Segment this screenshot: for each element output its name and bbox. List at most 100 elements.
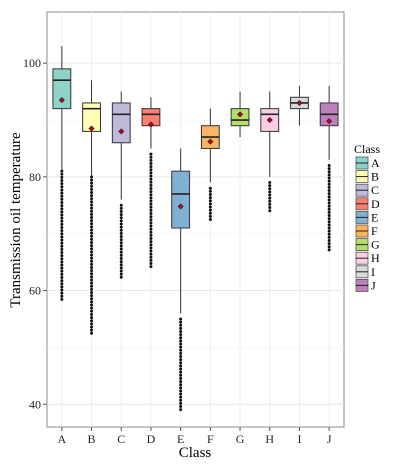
outlier-point xyxy=(60,254,64,258)
outlier-point xyxy=(60,172,64,176)
outlier-point xyxy=(179,317,183,321)
outlier-point xyxy=(149,262,153,266)
y-tick-label: 40 xyxy=(29,397,41,411)
outlier-point xyxy=(90,262,94,266)
outlier-point xyxy=(119,256,123,260)
outlier-point xyxy=(60,204,64,208)
outlier-point xyxy=(208,189,212,193)
outlier-point xyxy=(90,222,94,226)
outlier-point xyxy=(60,244,64,248)
outlier-point xyxy=(60,279,64,283)
x-tick-label: G xyxy=(236,432,245,446)
outlier-point xyxy=(179,405,183,409)
outlier-point xyxy=(119,253,123,257)
outlier-point xyxy=(179,358,183,362)
outlier-point xyxy=(119,216,123,220)
outlier-point xyxy=(90,206,94,210)
outlier-point xyxy=(90,231,94,235)
outlier-point xyxy=(208,211,212,215)
outlier-point xyxy=(327,220,331,224)
box-F xyxy=(200,108,220,221)
outlier-point xyxy=(90,278,94,282)
outlier-point xyxy=(179,333,183,337)
outlier-point xyxy=(179,395,183,399)
legend-label: G xyxy=(371,238,380,252)
outlier-point xyxy=(179,361,183,365)
outlier-point xyxy=(90,272,94,276)
outlier-point xyxy=(149,158,153,162)
outlier-point xyxy=(149,202,153,206)
legend-item-I: I xyxy=(355,265,375,279)
legend-item-G: G xyxy=(355,238,380,252)
outlier-point xyxy=(327,192,331,196)
outlier-point xyxy=(149,240,153,244)
outlier-point xyxy=(90,244,94,248)
outlier-point xyxy=(60,191,64,195)
outlier-point xyxy=(60,229,64,233)
outlier-point xyxy=(179,364,183,368)
outlier-point xyxy=(90,316,94,320)
outlier-point xyxy=(60,241,64,245)
outlier-point xyxy=(119,244,123,248)
outlier-point xyxy=(327,217,331,221)
outlier-point xyxy=(90,250,94,254)
outlier-point xyxy=(60,225,64,229)
outlier-point xyxy=(327,189,331,193)
outlier-point xyxy=(327,245,331,249)
outlier-point xyxy=(179,401,183,405)
outlier-point xyxy=(119,272,123,276)
outlier-point xyxy=(60,263,64,267)
outlier-point xyxy=(208,205,212,209)
outlier-point xyxy=(60,235,64,239)
outlier-point xyxy=(60,232,64,236)
outlier-point xyxy=(179,342,183,346)
outlier-point xyxy=(327,185,331,189)
outlier-point xyxy=(268,187,272,191)
outlier-point xyxy=(208,208,212,212)
outlier-point xyxy=(90,197,94,201)
outlier-point xyxy=(119,206,123,210)
outlier-point xyxy=(208,199,212,203)
outlier-point xyxy=(90,325,94,329)
outlier-point xyxy=(90,228,94,232)
y-tick-label: 60 xyxy=(29,284,41,298)
x-tick-label: A xyxy=(58,432,67,446)
outlier-point xyxy=(90,247,94,251)
legend-label: A xyxy=(371,156,380,170)
outlier-point xyxy=(149,227,153,231)
outlier-point xyxy=(90,237,94,241)
mean-marker xyxy=(266,116,273,124)
box-E xyxy=(171,148,191,412)
outlier-point xyxy=(90,331,94,335)
outlier-point xyxy=(119,235,123,239)
outlier-point xyxy=(179,408,183,412)
mean-marker xyxy=(147,121,154,128)
box-D xyxy=(141,97,161,269)
outlier-point xyxy=(60,272,64,276)
x-tick-label: I xyxy=(297,432,301,446)
outlier-point xyxy=(90,322,94,326)
outlier-point xyxy=(90,219,94,223)
outlier-point xyxy=(90,303,94,307)
outlier-point xyxy=(60,250,64,254)
outlier-point xyxy=(60,175,64,179)
mean-marker xyxy=(207,138,214,145)
outlier-point xyxy=(60,185,64,189)
outlier-point xyxy=(119,266,123,270)
mean-marker xyxy=(237,111,244,118)
y-tick-label: 100 xyxy=(23,56,41,70)
outlier-point xyxy=(327,201,331,205)
outlier-point xyxy=(327,239,331,243)
outlier-point xyxy=(60,188,64,192)
outlier-point xyxy=(60,182,64,186)
outlier-point xyxy=(60,291,64,295)
x-tick-label: B xyxy=(88,432,96,446)
outlier-point xyxy=(60,247,64,251)
outlier-point xyxy=(119,231,123,235)
legend-item-H: H xyxy=(355,251,380,265)
outlier-point xyxy=(90,184,94,188)
outlier-point xyxy=(60,197,64,201)
outlier-point xyxy=(90,300,94,304)
outlier-point xyxy=(149,190,153,194)
box-G xyxy=(230,91,250,138)
